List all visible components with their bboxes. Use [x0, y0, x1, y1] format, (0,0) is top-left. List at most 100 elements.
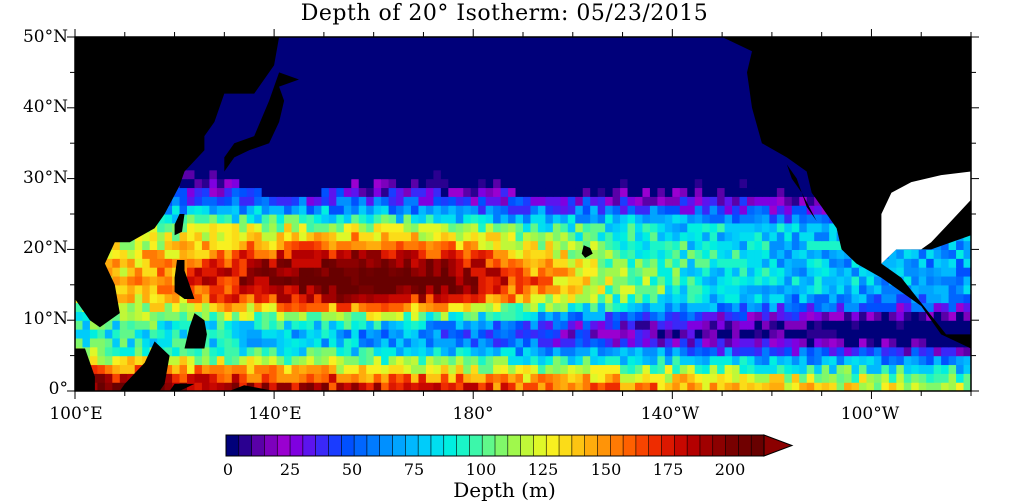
- depth-cell: [814, 267, 823, 277]
- depth-cell: [784, 320, 793, 330]
- depth-cell: [433, 160, 442, 171]
- depth-cell: [739, 249, 748, 259]
- colorbar-label-200: 200: [714, 460, 746, 479]
- depth-cell: [903, 364, 912, 374]
- depth-cell: [231, 258, 240, 268]
- depth-cell: [254, 284, 263, 295]
- depth-cell: [515, 98, 524, 109]
- depth-cell: [381, 337, 390, 348]
- depth-cell: [381, 37, 390, 47]
- depth-cell: [508, 143, 517, 153]
- depth-cell: [754, 275, 763, 286]
- depth-cell: [859, 293, 868, 304]
- depth-cell: [560, 45, 569, 56]
- depth-cell: [433, 275, 442, 286]
- depth-cell: [299, 320, 308, 330]
- depth-cell: [358, 169, 367, 180]
- depth-cell: [732, 98, 741, 109]
- depth-cell: [291, 284, 300, 295]
- depth-cell: [276, 116, 285, 127]
- depth-cell: [179, 320, 188, 330]
- depth-cell: [358, 222, 367, 233]
- depth-cell: [351, 178, 360, 189]
- depth-cell: [321, 54, 330, 65]
- depth-cell: [313, 37, 322, 47]
- depth-cell: [493, 337, 502, 348]
- depth-cell: [425, 329, 434, 339]
- depth-cell: [844, 364, 853, 374]
- depth-cell: [933, 311, 942, 321]
- depth-cell: [455, 267, 464, 277]
- depth-cell: [590, 293, 599, 304]
- depth-cell: [754, 258, 763, 268]
- depth-cell: [343, 382, 352, 391]
- depth-cell: [791, 267, 800, 277]
- depth-cell: [403, 373, 412, 383]
- depth-cell: [747, 311, 756, 321]
- depth-cell: [313, 364, 322, 374]
- depth-cell: [194, 240, 203, 250]
- depth-cell: [493, 90, 502, 100]
- depth-cell: [231, 311, 240, 321]
- depth-cell: [358, 382, 367, 391]
- depth-cell: [373, 284, 382, 295]
- depth-cell: [537, 196, 546, 206]
- depth-cell: [313, 258, 322, 268]
- depth-cell: [694, 355, 703, 366]
- depth-cell: [284, 267, 293, 277]
- depth-cell: [500, 267, 509, 277]
- depth-cell: [836, 373, 845, 383]
- depth-cell: [470, 293, 479, 304]
- depth-cell: [470, 275, 479, 286]
- depth-cell: [351, 249, 360, 259]
- depth-cell: [313, 196, 322, 206]
- depth-cell: [336, 187, 345, 197]
- depth-cell: [859, 346, 868, 357]
- depth-cell: [291, 337, 300, 348]
- depth-cell: [269, 373, 278, 383]
- depth-cell: [545, 63, 554, 73]
- depth-cell: [873, 337, 882, 348]
- depth-cell: [142, 311, 151, 321]
- depth-cell: [649, 37, 658, 47]
- depth-cell: [104, 346, 113, 357]
- depth-cell: [396, 214, 405, 224]
- depth-cell: [485, 90, 494, 100]
- depth-cell: [567, 382, 576, 391]
- depth-cell: [276, 222, 285, 233]
- depth-cell: [941, 337, 950, 348]
- depth-cell: [313, 98, 322, 109]
- depth-cell: [694, 214, 703, 224]
- depth-cell: [351, 240, 360, 250]
- depth-cell: [523, 37, 532, 47]
- depth-cell: [358, 320, 367, 330]
- depth-cell: [433, 214, 442, 224]
- depth-cell: [508, 337, 517, 348]
- depth-cell: [440, 373, 449, 383]
- depth-cell: [246, 249, 255, 259]
- depth-cell: [321, 152, 330, 162]
- depth-cell: [328, 143, 337, 153]
- depth-cell: [403, 81, 412, 91]
- depth-cell: [635, 231, 644, 242]
- depth-cell: [388, 37, 397, 47]
- depth-cell: [717, 107, 726, 118]
- depth-cell: [679, 346, 688, 357]
- depth-cell: [306, 134, 315, 144]
- depth-cell: [358, 267, 367, 277]
- depth-cell: [343, 125, 352, 135]
- depth-cell: [709, 329, 718, 339]
- depth-cell: [605, 37, 614, 47]
- depth-cell: [672, 187, 681, 197]
- colorbar-extend-arrow: [763, 434, 794, 457]
- depth-cell: [530, 329, 539, 339]
- depth-cell: [276, 178, 285, 189]
- depth-cell: [478, 284, 487, 295]
- depth-cell: [216, 178, 225, 189]
- depth-cell: [627, 160, 636, 171]
- depth-cell: [679, 373, 688, 383]
- depth-cell: [358, 152, 367, 162]
- depth-cell: [276, 320, 285, 330]
- depth-cell: [717, 54, 726, 65]
- depth-cell: [403, 160, 412, 171]
